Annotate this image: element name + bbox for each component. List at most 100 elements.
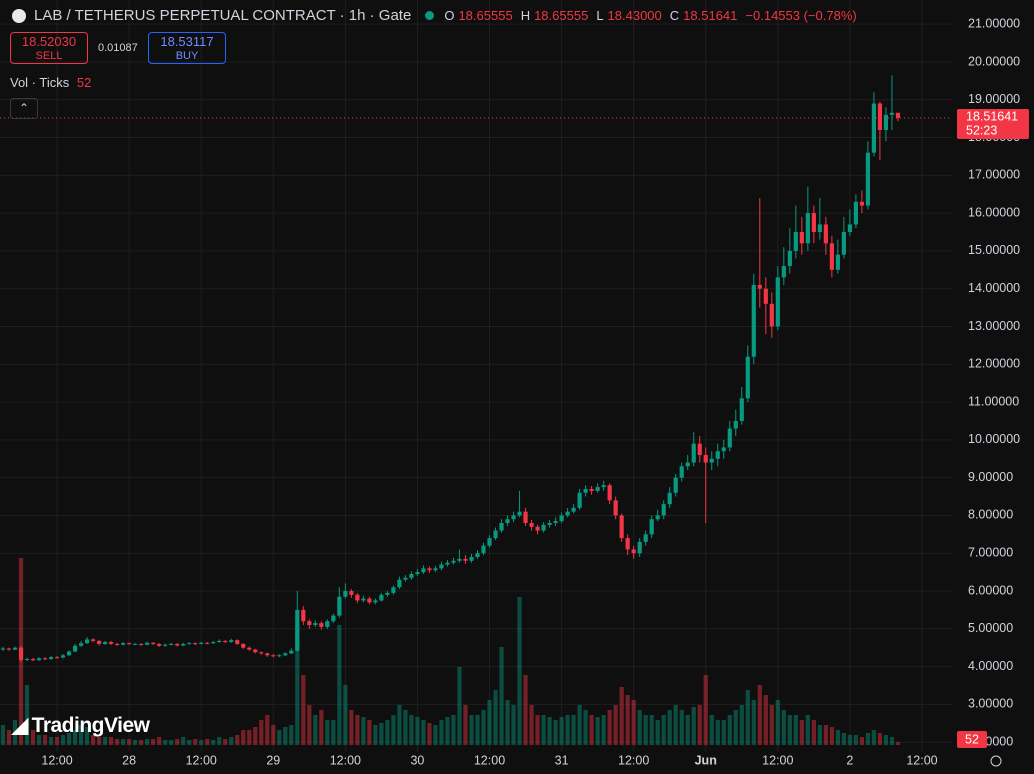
- sell-label: SELL: [35, 50, 63, 62]
- candle-body: [78, 643, 84, 646]
- volume-bar: [6, 730, 12, 745]
- volume-bar: [499, 647, 504, 745]
- volume-bar: [78, 725, 84, 745]
- y-tick-label: 19.00000: [968, 92, 1020, 106]
- candle-body: [97, 640, 102, 644]
- volume-bar: [241, 730, 246, 745]
- y-tick-label: 9.00000: [968, 470, 1013, 484]
- candle-body: [517, 511, 522, 516]
- volume-bar: [72, 730, 78, 745]
- candle-body: [619, 515, 624, 539]
- candle-body: [355, 594, 360, 601]
- candle-body: [739, 398, 744, 421]
- candle-body: [493, 530, 498, 539]
- status-dot: [425, 11, 435, 20]
- candle-body: [805, 213, 810, 244]
- candle-body: [397, 579, 402, 588]
- candle-body: [511, 515, 516, 520]
- spread: 0.01087: [98, 42, 138, 54]
- buy-button[interactable]: 18.53117 BUY: [148, 32, 226, 64]
- candle-body: [253, 649, 258, 653]
- last-price-label: 18.51641: [966, 109, 1018, 123]
- volume-bar: [42, 735, 48, 745]
- y-tick-label: 12.00000: [968, 357, 1020, 371]
- candle-body: [727, 428, 732, 448]
- volume-bar: [397, 705, 402, 745]
- candle-body: [823, 224, 828, 244]
- volume-bar: [511, 705, 516, 745]
- volume-bar: [607, 710, 612, 745]
- volume-bar: [877, 733, 883, 745]
- volume-bar: [54, 737, 60, 745]
- volume-bar: [169, 740, 174, 745]
- candle-body: [337, 596, 342, 616]
- candle-body: [145, 642, 150, 645]
- candle-body: [211, 642, 216, 644]
- candle-body: [769, 303, 774, 327]
- volume-bar: [667, 710, 672, 745]
- volume-bar: [157, 737, 162, 745]
- h-label: H: [520, 8, 531, 23]
- candle-body: [475, 553, 480, 558]
- candle-body: [829, 243, 834, 270]
- volume-bar: [865, 733, 871, 745]
- volume-bar: [373, 725, 378, 745]
- y-tick-label: 5.00000: [968, 621, 1013, 635]
- candle-body: [715, 451, 720, 459]
- candle-body: [229, 640, 234, 643]
- volume-bar: [691, 707, 696, 745]
- volume-bar: [895, 742, 901, 745]
- candle-body: [163, 644, 168, 646]
- logo: ◢ TradingView: [12, 714, 150, 737]
- volume-bar: [223, 739, 228, 745]
- candle-body: [54, 657, 60, 659]
- volume-bar: [481, 710, 486, 745]
- volume-bar: [637, 710, 642, 745]
- volume-bar: [301, 675, 306, 745]
- candle-body: [469, 557, 474, 561]
- candle-body: [841, 232, 846, 255]
- candle-body: [865, 152, 871, 206]
- volume-bar: [48, 737, 54, 745]
- candle-body: [523, 511, 528, 523]
- y-tick-label: 3.00000: [968, 697, 1013, 711]
- candle-body: [343, 591, 348, 597]
- volume-bar: [325, 720, 330, 745]
- candle-body: [595, 487, 600, 491]
- volume-bar: [613, 705, 618, 745]
- volume-bar: [823, 725, 828, 745]
- volume-bar: [445, 717, 450, 745]
- x-tick-label: 12:00: [762, 753, 793, 767]
- candle-body: [799, 232, 804, 244]
- volume-bar: [517, 597, 522, 745]
- candle-body: [751, 284, 756, 357]
- candle-body: [361, 598, 366, 601]
- candle-body: [481, 545, 486, 554]
- collapse-button[interactable]: ⌃: [10, 98, 38, 119]
- candle-body: [535, 526, 540, 531]
- x-tick-label: 30: [410, 753, 424, 767]
- candle-body: [181, 643, 186, 646]
- candle-body: [187, 643, 192, 645]
- volume-bar: [217, 737, 222, 745]
- symbol-title[interactable]: LAB / TETHERUS PERPETUAL CONTRACT · 1h ·…: [34, 7, 412, 24]
- candle-body: [295, 609, 300, 651]
- volume-bar: [805, 715, 810, 745]
- candle-body: [283, 653, 288, 656]
- volume-bar: [133, 740, 138, 745]
- volume-bar: [199, 740, 204, 745]
- candle-body: [655, 515, 660, 520]
- volume-bar: [313, 715, 318, 745]
- candle-body: [547, 522, 552, 525]
- volume-bar: [523, 675, 528, 745]
- candle-body: [18, 647, 24, 660]
- y-tick-label: 17.00000: [968, 168, 1020, 182]
- volume-bar: [30, 730, 36, 745]
- volume-bar: [775, 700, 780, 745]
- indicator-value: 52: [76, 75, 92, 90]
- candle-body: [637, 541, 642, 554]
- logo-text: TradingView: [31, 714, 150, 737]
- candle-body: [42, 658, 48, 660]
- x-tick-label: 12:00: [906, 753, 937, 767]
- sell-button[interactable]: 18.52030 SELL: [10, 32, 88, 64]
